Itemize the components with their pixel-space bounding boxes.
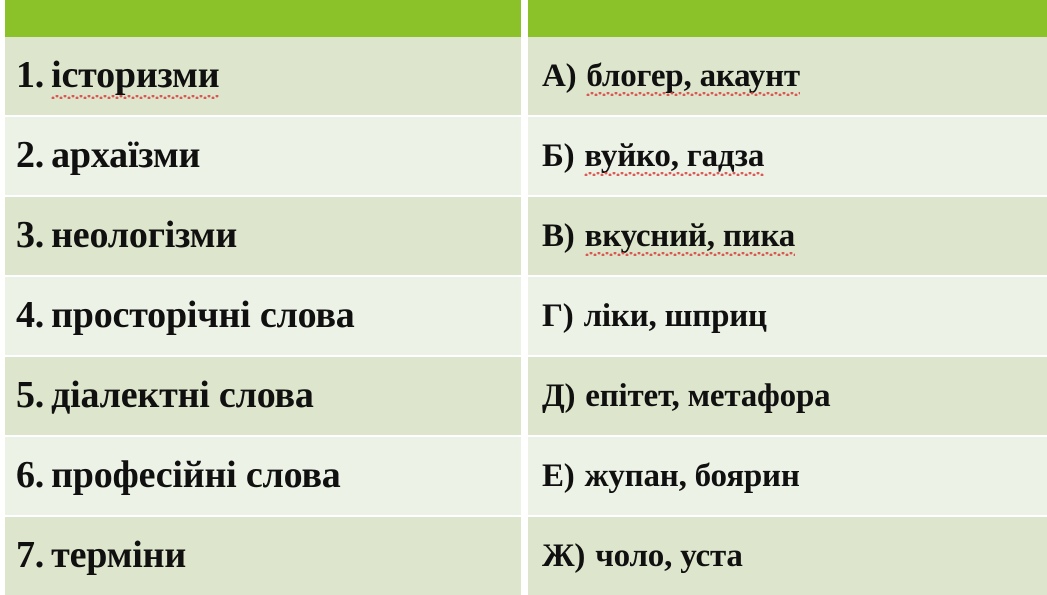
left-item-number: 3.: [16, 214, 45, 257]
row-7-right-cell: Ж) чоло, уста: [528, 517, 1047, 595]
table-row: 1. історизми А) блогер, акаунт: [0, 37, 1047, 115]
left-term: 6. професійні слова: [16, 454, 341, 497]
left-item-number: 1.: [16, 54, 45, 97]
right-term: Е) жупан, боярин: [542, 457, 800, 494]
table-body: 1. історизми А) блогер, акаунт 2. архаїзми Б) в…: [0, 37, 1047, 595]
right-item-text: жупан, боярин: [584, 457, 800, 494]
right-item-letter: А): [542, 57, 577, 94]
row-4-right-cell: Г) ліки, шприц: [528, 277, 1047, 355]
right-item-text: чоло, уста: [595, 537, 743, 574]
row-6-right-cell: Е) жупан, боярин: [528, 437, 1047, 515]
right-item-letter: Ж): [542, 537, 586, 574]
right-term: Б) вуйко, гадза: [542, 137, 765, 176]
column-divider: [521, 517, 528, 595]
row-5-left-cell: 5. діалектні слова: [5, 357, 521, 435]
left-term: 4. просторічні слова: [16, 294, 355, 337]
row-2-left-cell: 2. архаїзми: [5, 117, 521, 195]
left-item-number: 5.: [16, 374, 45, 417]
column-divider: [521, 277, 528, 355]
left-item-number: 4.: [16, 294, 45, 337]
right-item-text: вуйко, гадза: [584, 137, 765, 176]
table-row: 3. неологізми В) вкусний, пика: [0, 197, 1047, 275]
right-item-text: блогер, акаунт: [586, 57, 800, 96]
table-row: 2. архаїзми Б) вуйко, гадза: [0, 117, 1047, 195]
table-header-band: [0, 0, 1047, 37]
left-item-text: неологізми: [51, 214, 238, 257]
header-column-gap: [521, 0, 528, 37]
left-item-text: терміни: [51, 534, 187, 577]
row-3-right-cell: В) вкусний, пика: [528, 197, 1047, 275]
row-1-left-cell: 1. історизми: [5, 37, 521, 115]
table-row: 4. просторічні слова Г) ліки, шприц: [0, 277, 1047, 355]
left-term: 1. історизми: [16, 54, 220, 99]
column-divider: [521, 117, 528, 195]
right-term: Д) епітет, метафора: [542, 377, 831, 414]
left-term: 2. архаїзми: [16, 134, 201, 177]
row-4-left-cell: 4. просторічні слова: [5, 277, 521, 355]
left-item-text: архаїзми: [51, 134, 201, 177]
left-item-number: 7.: [16, 534, 45, 577]
left-item-text: історизми: [51, 54, 220, 99]
column-divider: [521, 37, 528, 115]
right-item-letter: Е): [542, 457, 575, 494]
left-item-text: діалектні слова: [51, 374, 314, 417]
left-item-text: просторічні слова: [51, 294, 355, 337]
column-divider: [521, 357, 528, 435]
right-term: Г) ліки, шприц: [542, 297, 767, 334]
right-item-text: ліки, шприц: [583, 297, 767, 334]
left-item-text: професійні слова: [51, 454, 341, 497]
row-3-left-cell: 3. неологізми: [5, 197, 521, 275]
row-1-right-cell: А) блогер, акаунт: [528, 37, 1047, 115]
right-item-letter: Б): [542, 137, 575, 174]
left-item-number: 6.: [16, 454, 45, 497]
row-2-right-cell: Б) вуйко, гадза: [528, 117, 1047, 195]
row-7-left-cell: 7. терміни: [5, 517, 521, 595]
table-row: 5. діалектні слова Д) епітет, метафора: [0, 357, 1047, 435]
right-term: А) блогер, акаунт: [542, 57, 800, 96]
left-term: 3. неологізми: [16, 214, 238, 257]
left-term: 5. діалектні слова: [16, 374, 314, 417]
left-item-number: 2.: [16, 134, 45, 177]
left-term: 7. терміни: [16, 534, 187, 577]
header-cell-right: [528, 0, 1047, 37]
right-item-text: вкусний, пика: [584, 217, 796, 256]
row-5-right-cell: Д) епітет, метафора: [528, 357, 1047, 435]
right-item-letter: В): [542, 217, 575, 254]
right-term: В) вкусний, пика: [542, 217, 796, 256]
right-item-letter: Д): [542, 377, 576, 414]
header-cell-left: [5, 0, 521, 37]
column-divider: [521, 197, 528, 275]
table-row: 7. терміни Ж) чоло, уста: [0, 517, 1047, 595]
table-row: 6. професійні слова Е) жупан, боярин: [0, 437, 1047, 515]
right-item-letter: Г): [542, 297, 574, 334]
column-divider: [521, 437, 528, 515]
row-6-left-cell: 6. професійні слова: [5, 437, 521, 515]
right-term: Ж) чоло, уста: [542, 537, 743, 574]
right-item-text: епітет, метафора: [585, 377, 831, 414]
